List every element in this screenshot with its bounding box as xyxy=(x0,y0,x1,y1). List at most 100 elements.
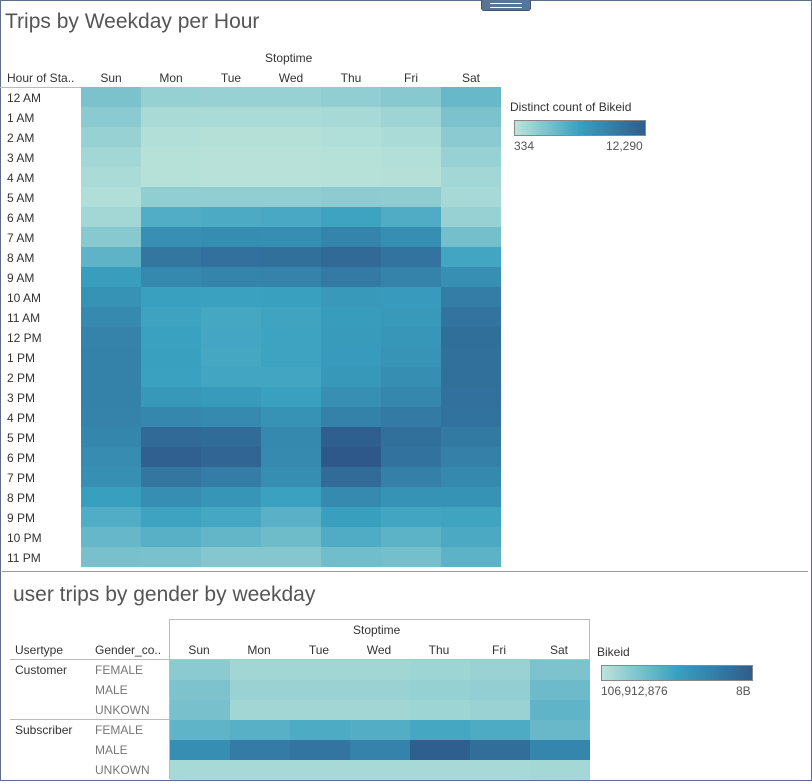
heatmap-cell-12-am-mon[interactable] xyxy=(141,87,201,107)
heatmap-cell-5-am-wed[interactable] xyxy=(261,187,321,207)
heatmap-cell-11-am-wed[interactable] xyxy=(261,307,321,327)
heatmap-cell-6-pm-fri[interactable] xyxy=(381,447,441,467)
heatmap-cell-5-am-sun[interactable] xyxy=(81,187,141,207)
heatmap-cell-5-pm-sun[interactable] xyxy=(81,427,141,447)
heatmap-cell-12-am-sat[interactable] xyxy=(441,87,501,107)
heatmap-cell-9-am-sat[interactable] xyxy=(441,267,501,287)
heatmap-cell-7-pm-tue[interactable] xyxy=(201,467,261,487)
heatmap-cell-8-am-fri[interactable] xyxy=(381,247,441,267)
heatmap-cell-6-pm-sat[interactable] xyxy=(441,447,501,467)
gender-cell-customer-unkown-mon[interactable] xyxy=(230,700,290,720)
heatmap-cell-7-am-sun[interactable] xyxy=(81,227,141,247)
gender-cell-customer-unkown-thu[interactable] xyxy=(410,700,470,720)
heatmap-cell-5-pm-thu[interactable] xyxy=(321,427,381,447)
heatmap-cell-6-am-sat[interactable] xyxy=(441,207,501,227)
gender-cell-customer-female-tue[interactable] xyxy=(290,660,350,680)
heatmap-cell-4-pm-wed[interactable] xyxy=(261,407,321,427)
heatmap-cell-8-pm-sat[interactable] xyxy=(441,487,501,507)
heatmap-cell-1-am-fri[interactable] xyxy=(381,107,441,127)
heatmap-cell-3-am-mon[interactable] xyxy=(141,147,201,167)
heatmap-cell-6-am-thu[interactable] xyxy=(321,207,381,227)
heatmap-cell-2-am-mon[interactable] xyxy=(141,127,201,147)
gender-cell-subscriber-female-tue[interactable] xyxy=(290,720,350,740)
heatmap-cell-9-pm-fri[interactable] xyxy=(381,507,441,527)
heatmap-cell-7-pm-mon[interactable] xyxy=(141,467,201,487)
heatmap-cell-2-pm-fri[interactable] xyxy=(381,367,441,387)
heatmap-cell-4-pm-tue[interactable] xyxy=(201,407,261,427)
heatmap-cell-5-am-thu[interactable] xyxy=(321,187,381,207)
heatmap-cell-6-am-mon[interactable] xyxy=(141,207,201,227)
heatmap-cell-11-am-mon[interactable] xyxy=(141,307,201,327)
heatmap-cell-10-am-fri[interactable] xyxy=(381,287,441,307)
gender-cell-subscriber-male-wed[interactable] xyxy=(350,740,410,760)
heatmap-cell-12-pm-wed[interactable] xyxy=(261,327,321,347)
heatmap-cell-5-am-sat[interactable] xyxy=(441,187,501,207)
heatmap-cell-4-am-fri[interactable] xyxy=(381,167,441,187)
gender-cell-subscriber-unkown-fri[interactable] xyxy=(470,760,530,780)
heatmap-cell-9-am-mon[interactable] xyxy=(141,267,201,287)
heatmap-cell-3-am-thu[interactable] xyxy=(321,147,381,167)
heatmap-cell-2-am-wed[interactable] xyxy=(261,127,321,147)
heatmap-cell-6-am-tue[interactable] xyxy=(201,207,261,227)
gender-cell-customer-male-fri[interactable] xyxy=(470,680,530,700)
heatmap-cell-2-pm-sat[interactable] xyxy=(441,367,501,387)
heatmap-cell-2-pm-thu[interactable] xyxy=(321,367,381,387)
resize-handle[interactable] xyxy=(481,0,531,11)
heatmap-cell-7-pm-sun[interactable] xyxy=(81,467,141,487)
gender-cell-customer-unkown-fri[interactable] xyxy=(470,700,530,720)
gender-cell-subscriber-female-sun[interactable] xyxy=(170,720,230,740)
heatmap-cell-5-am-mon[interactable] xyxy=(141,187,201,207)
heatmap-cell-7-pm-wed[interactable] xyxy=(261,467,321,487)
heatmap-cell-7-am-tue[interactable] xyxy=(201,227,261,247)
gender-cell-customer-male-mon[interactable] xyxy=(230,680,290,700)
gender-cell-subscriber-male-fri[interactable] xyxy=(470,740,530,760)
heatmap-cell-8-am-mon[interactable] xyxy=(141,247,201,267)
heatmap-cell-8-pm-thu[interactable] xyxy=(321,487,381,507)
heatmap-cell-8-am-thu[interactable] xyxy=(321,247,381,267)
gender-cell-subscriber-unkown-wed[interactable] xyxy=(350,760,410,780)
heatmap-cell-4-am-wed[interactable] xyxy=(261,167,321,187)
heatmap-cell-1-am-tue[interactable] xyxy=(201,107,261,127)
heatmap-cell-10-am-sun[interactable] xyxy=(81,287,141,307)
gender-cell-customer-unkown-sun[interactable] xyxy=(170,700,230,720)
gender-cell-customer-male-sun[interactable] xyxy=(170,680,230,700)
heatmap-cell-3-am-wed[interactable] xyxy=(261,147,321,167)
heatmap-cell-5-am-tue[interactable] xyxy=(201,187,261,207)
heatmap-cell-6-am-sun[interactable] xyxy=(81,207,141,227)
heatmap-cell-12-am-wed[interactable] xyxy=(261,87,321,107)
heatmap-cell-2-am-tue[interactable] xyxy=(201,127,261,147)
heatmap-cell-11-pm-mon[interactable] xyxy=(141,547,201,567)
gender-cell-subscriber-male-sun[interactable] xyxy=(170,740,230,760)
heatmap-cell-10-am-sat[interactable] xyxy=(441,287,501,307)
gender-cell-customer-female-thu[interactable] xyxy=(410,660,470,680)
heatmap-cell-1-am-sun[interactable] xyxy=(81,107,141,127)
gender-cell-subscriber-male-tue[interactable] xyxy=(290,740,350,760)
heatmap-cell-3-pm-fri[interactable] xyxy=(381,387,441,407)
gender-cell-subscriber-unkown-mon[interactable] xyxy=(230,760,290,780)
heatmap-cell-11-am-fri[interactable] xyxy=(381,307,441,327)
gender-cell-subscriber-female-sat[interactable] xyxy=(530,720,590,740)
heatmap-cell-7-am-wed[interactable] xyxy=(261,227,321,247)
heatmap-cell-8-pm-wed[interactable] xyxy=(261,487,321,507)
heatmap-cell-9-pm-sat[interactable] xyxy=(441,507,501,527)
heatmap-cell-10-am-wed[interactable] xyxy=(261,287,321,307)
heatmap-cell-3-am-sun[interactable] xyxy=(81,147,141,167)
heatmap-cell-3-am-fri[interactable] xyxy=(381,147,441,167)
heatmap-cell-10-pm-thu[interactable] xyxy=(321,527,381,547)
gender-cell-subscriber-unkown-sat[interactable] xyxy=(530,760,590,780)
heatmap-cell-1-am-sat[interactable] xyxy=(441,107,501,127)
heatmap-cell-3-am-tue[interactable] xyxy=(201,147,261,167)
heatmap-cell-11-pm-thu[interactable] xyxy=(321,547,381,567)
heatmap-cell-10-am-thu[interactable] xyxy=(321,287,381,307)
gender-cell-subscriber-male-thu[interactable] xyxy=(410,740,470,760)
heatmap-cell-9-pm-tue[interactable] xyxy=(201,507,261,527)
gender-cell-customer-male-thu[interactable] xyxy=(410,680,470,700)
heatmap-cell-1-am-mon[interactable] xyxy=(141,107,201,127)
heatmap-cell-5-pm-wed[interactable] xyxy=(261,427,321,447)
heatmap-cell-2-am-fri[interactable] xyxy=(381,127,441,147)
heatmap-cell-3-am-sat[interactable] xyxy=(441,147,501,167)
heatmap-cell-6-pm-mon[interactable] xyxy=(141,447,201,467)
heatmap-cell-3-pm-thu[interactable] xyxy=(321,387,381,407)
heatmap-cell-12-am-sun[interactable] xyxy=(81,87,141,107)
heatmap-cell-11-pm-sat[interactable] xyxy=(441,547,501,567)
